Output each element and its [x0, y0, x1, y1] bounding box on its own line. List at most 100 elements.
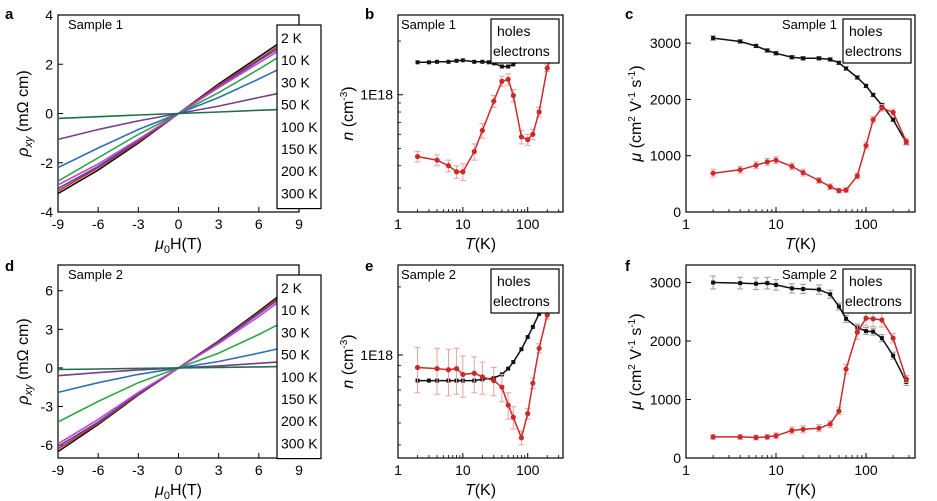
data-point: [435, 59, 440, 64]
data-point: [511, 360, 516, 365]
x-tick-label: 3: [215, 462, 223, 478]
y-tick-label: 1000: [650, 148, 681, 164]
data-point: [870, 117, 876, 123]
x-tick-label: -9: [52, 462, 65, 478]
data-point: [479, 127, 485, 134]
data-point: [434, 366, 440, 372]
legend-box: [490, 268, 560, 314]
y-tick-label: 3000: [650, 35, 681, 51]
y-tick-label: -4: [41, 204, 54, 220]
y-axis-label: ρxy (mΩ cm): [15, 70, 35, 157]
data-point: [754, 281, 759, 286]
data-point: [836, 188, 842, 194]
legend-entry: electrons: [493, 293, 550, 309]
data-point: [774, 282, 779, 287]
panel-letter: e: [365, 258, 373, 275]
legend-entry: 50 K: [281, 347, 310, 363]
x-tick-label: 0: [175, 216, 183, 232]
y-tick-label: 1E18: [360, 87, 393, 103]
data-layer: [58, 295, 280, 453]
data-point: [871, 92, 876, 97]
y-axis-label: μ (cm2 V-1 s-1): [627, 65, 645, 162]
data-point: [499, 78, 505, 84]
data-point: [816, 287, 821, 292]
x-tick-label: 0: [175, 462, 183, 478]
y-tick-label: 6: [45, 283, 53, 299]
legend: holes electrons: [842, 268, 912, 314]
data-point: [510, 414, 516, 420]
data-point: [764, 434, 770, 440]
y-tick-label: 2000: [650, 91, 681, 107]
legend-entry: electrons: [493, 43, 550, 59]
x-tick-label: -3: [132, 462, 145, 478]
panel-letter: c: [625, 6, 633, 23]
legend-entry: electrons: [845, 43, 902, 59]
data-layer: [710, 275, 910, 441]
data-point: [737, 167, 743, 173]
data-point: [530, 380, 536, 386]
data-point: [434, 157, 440, 163]
y-axis-label: n (cm-3): [339, 86, 357, 140]
x-axis-label: μ0H(T): [154, 236, 202, 256]
legend-entry: 300 K: [281, 185, 318, 201]
data-point: [491, 378, 497, 384]
data-point: [828, 292, 833, 297]
data-point: [738, 281, 743, 286]
y-axis-label: n (cm-3): [339, 334, 357, 388]
series-line: [58, 347, 280, 394]
x-tick-label: -6: [92, 462, 105, 478]
x-tick-label: 9: [295, 462, 303, 478]
legend-box: [276, 274, 322, 460]
legend-entry: 2 K: [281, 280, 303, 296]
data-point: [836, 60, 841, 65]
legend-box: [842, 268, 912, 314]
data-layer: [710, 35, 910, 194]
legend-entry: 150 K: [281, 391, 318, 407]
plot-frame: [397, 14, 564, 213]
data-point: [773, 157, 779, 163]
data-point: [843, 187, 849, 193]
data-point: [801, 56, 806, 61]
data-point: [879, 317, 885, 323]
data-point: [499, 384, 505, 390]
data-point: [753, 434, 759, 441]
sample-label: Sample 1: [401, 17, 456, 32]
data-layer: [414, 282, 560, 446]
data-point: [414, 153, 421, 160]
data-point: [844, 316, 849, 321]
data-point: [414, 364, 421, 371]
x-tick-label: 100: [854, 216, 878, 232]
legend-entry: 50 K: [281, 97, 310, 113]
data-point: [472, 59, 477, 64]
legend-entry: 100 K: [281, 369, 318, 385]
panel-letter: f: [625, 258, 631, 275]
data-point: [460, 371, 466, 378]
data-point: [506, 366, 511, 371]
x-tick-label: 6: [255, 462, 263, 478]
data-point: [800, 426, 806, 432]
y-tick-label: 3000: [650, 275, 681, 291]
data-point: [426, 60, 431, 65]
data-point: [753, 162, 759, 168]
data-point: [711, 36, 716, 41]
legend-entry: 2 K: [281, 30, 303, 46]
data-point: [764, 159, 770, 165]
data-point: [765, 48, 770, 53]
x-tick-label: 1: [394, 216, 402, 232]
x-axis-label: T(K): [465, 482, 496, 499]
data-point: [480, 59, 485, 64]
legend-box: [276, 24, 322, 210]
data-point: [460, 169, 466, 175]
x-tick-label: 3: [215, 216, 223, 232]
data-point: [499, 64, 504, 69]
data-point: [801, 286, 806, 291]
legend-entry: 100 K: [281, 119, 318, 135]
data-point: [505, 76, 511, 82]
legend-entry: 200 K: [281, 163, 318, 179]
x-axis-label: T(K): [465, 236, 496, 253]
data-point: [827, 184, 833, 190]
data-point: [816, 56, 821, 61]
data-point: [864, 329, 869, 334]
data-point: [525, 411, 531, 417]
